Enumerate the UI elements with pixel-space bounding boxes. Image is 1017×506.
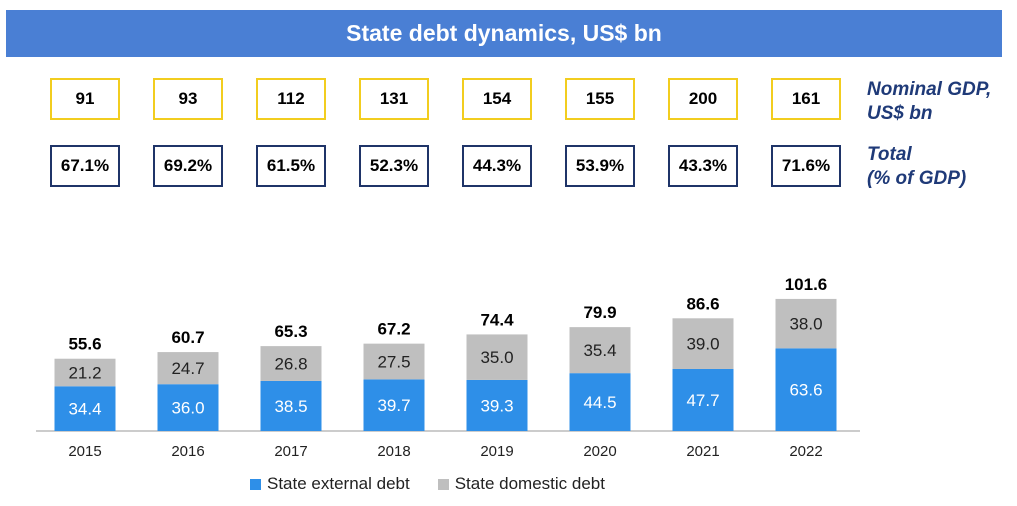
pct-box-2020: 53.9% — [565, 145, 635, 187]
bar-external-2016 — [157, 384, 219, 431]
label-total-2019: 74.4 — [480, 310, 514, 329]
label-domestic-2016: 24.7 — [171, 359, 204, 378]
label-external-2019: 39.3 — [480, 396, 513, 415]
bar-external-2020 — [569, 373, 631, 431]
label-total-2021: 86.6 — [686, 294, 719, 313]
pct-box-2022: 71.6% — [771, 145, 841, 187]
label-external-2016: 36.0 — [171, 399, 204, 418]
gdp-box-2021: 200 — [668, 78, 738, 120]
label-domestic-2021: 39.0 — [686, 335, 719, 354]
label-domestic-2018: 27.5 — [377, 353, 410, 372]
stacked-bar-chart: 34.4 21.2 55.6 2015 36.0 24.7 60.7 2016 38.5 26.8… — [36, 275, 860, 460]
x-tick-2021: 2021 — [686, 443, 719, 460]
bar-external-2022 — [775, 348, 837, 431]
gdp-box-2020: 155 — [565, 78, 635, 120]
gdp-box-2016: 93 — [153, 78, 223, 120]
label-domestic-2015: 21.2 — [68, 364, 101, 383]
gdp-box-2017: 112 — [256, 78, 326, 120]
nominal-gdp-label: Nominal GDP, US$ bn — [867, 79, 992, 124]
bar-external-2015 — [54, 386, 116, 431]
label-external-2015: 34.4 — [68, 400, 101, 419]
legend-item-domestic: State domestic debt — [437, 474, 605, 494]
bar-domestic-2018 — [363, 343, 425, 380]
bar-domestic-2019 — [466, 334, 528, 380]
pct-box-2015: 67.1% — [50, 145, 120, 187]
nominal-gdp-row: 91 93 112 131 154 155 200 161 — [0, 78, 860, 124]
pct-box-2016: 69.2% — [153, 145, 223, 187]
pct-box-2019: 44.3% — [462, 145, 532, 187]
label-external-2017: 38.5 — [274, 397, 307, 416]
bar-external-2018 — [363, 379, 425, 431]
x-tick-2016: 2016 — [171, 443, 204, 460]
gdp-box-2018: 131 — [359, 78, 429, 120]
x-tick-2020: 2020 — [583, 443, 616, 460]
bar-external-2021 — [672, 368, 734, 431]
label-total-2015: 55.6 — [68, 335, 101, 354]
gdp-box-2019: 154 — [462, 78, 532, 120]
pct-box-2021: 43.3% — [668, 145, 738, 187]
x-tick-2017: 2017 — [274, 443, 307, 460]
gdp-box-2015: 91 — [50, 78, 120, 120]
bar-external-2019 — [466, 379, 528, 431]
x-tick-2018: 2018 — [377, 443, 410, 460]
bar-domestic-2022 — [775, 298, 837, 349]
label-domestic-2019: 35.0 — [480, 348, 513, 367]
legend-swatch-domestic — [437, 478, 449, 490]
bar-domestic-2015 — [54, 358, 116, 387]
chart-title: State debt dynamics, US$ bn — [6, 10, 1002, 57]
label-domestic-2017: 26.8 — [274, 355, 307, 374]
bar-domestic-2020 — [569, 327, 631, 374]
legend-swatch-external — [250, 478, 261, 490]
x-tick-2015: 2015 — [68, 443, 101, 460]
label-domestic-2022: 38.0 — [789, 315, 822, 334]
bar-domestic-2021 — [672, 318, 734, 369]
total-pct-gdp-label: Total (% of GDP) — [867, 144, 967, 189]
legend: State external debt State domestic debt — [250, 474, 605, 494]
pct-box-2017: 61.5% — [256, 145, 326, 187]
label-external-2018: 39.7 — [377, 396, 410, 415]
legend-label-external: State external debt — [267, 474, 410, 493]
total-pct-gdp-row: 67.1% 69.2% 61.5% 52.3% 44.3% 53.9% 43.3% 71.6% — [0, 145, 860, 191]
x-tick-2022: 2022 — [789, 443, 822, 460]
gdp-box-2022: 161 — [771, 78, 841, 120]
legend-item-external: State external debt — [250, 474, 410, 494]
label-total-2016: 60.7 — [171, 328, 204, 347]
label-total-2017: 65.3 — [274, 322, 307, 341]
label-total-2022: 101.6 — [785, 275, 828, 294]
bar-domestic-2017 — [260, 346, 322, 381]
label-total-2020: 79.9 — [583, 303, 616, 322]
label-external-2020: 44.5 — [583, 393, 616, 412]
label-domestic-2020: 35.4 — [583, 341, 616, 360]
label-external-2021: 47.7 — [686, 391, 719, 410]
bar-domestic-2016 — [157, 352, 219, 385]
label-external-2022: 63.6 — [789, 381, 822, 400]
legend-label-domestic: State domestic debt — [454, 474, 605, 493]
bar-external-2017 — [260, 380, 322, 431]
x-tick-2019: 2019 — [480, 443, 513, 460]
label-total-2018: 67.2 — [377, 320, 410, 339]
pct-box-2018: 52.3% — [359, 145, 429, 187]
